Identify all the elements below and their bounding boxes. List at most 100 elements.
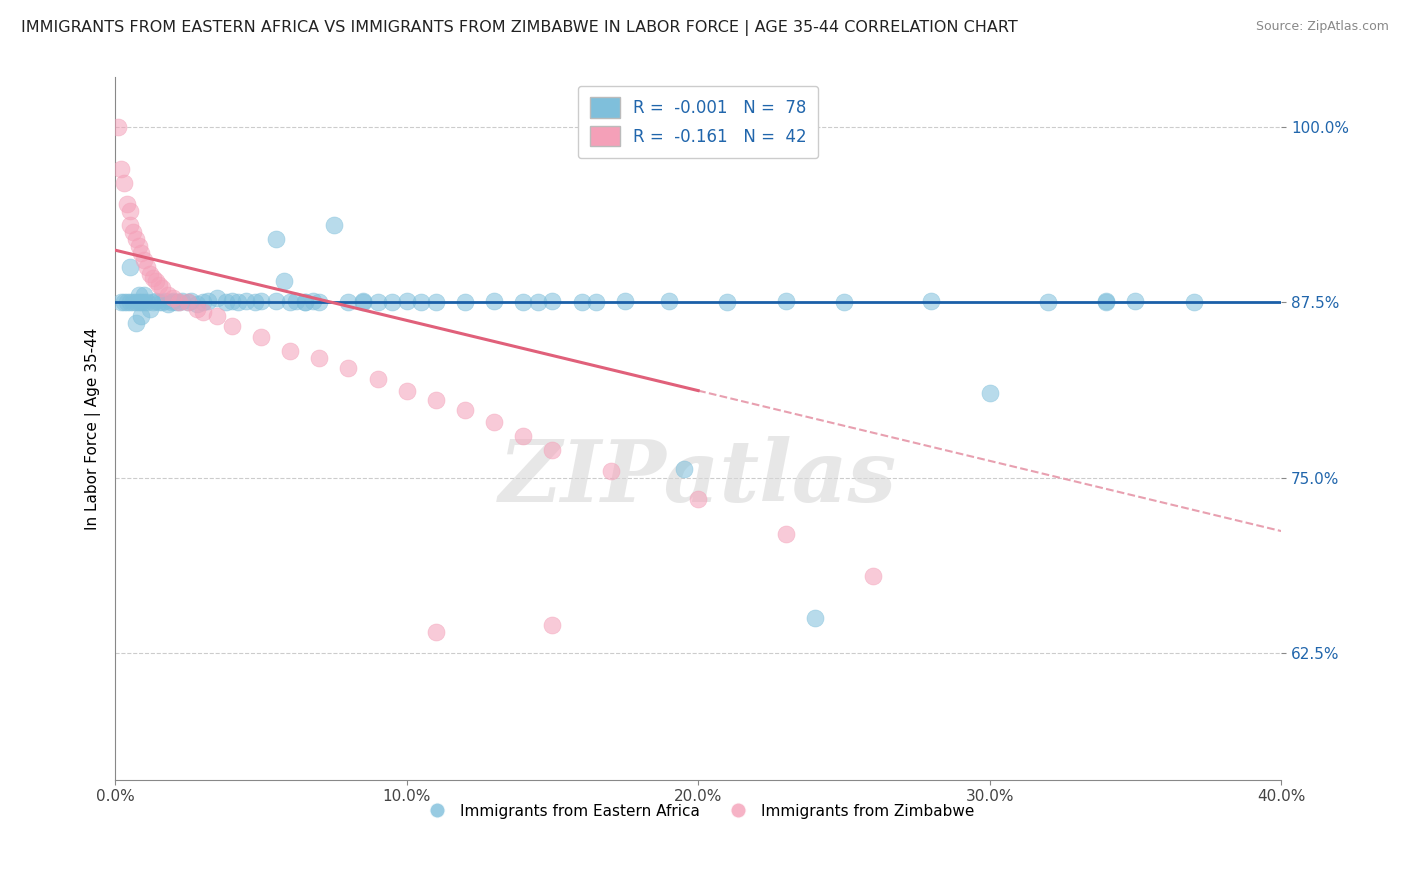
Point [482, 293, 505, 308]
Point [169, 295, 191, 310]
Point [112, 176, 135, 190]
Point [142, 295, 165, 310]
Point [124, 316, 146, 330]
Point [425, 295, 447, 310]
Point [308, 295, 330, 310]
Point [482, 415, 505, 429]
Point [1182, 295, 1205, 310]
Point [136, 260, 159, 274]
Point [1036, 295, 1059, 310]
Point [139, 267, 162, 281]
Point [278, 295, 301, 310]
Point [136, 295, 159, 310]
Point [614, 293, 637, 308]
Point [115, 295, 138, 310]
Point [352, 295, 374, 310]
Point [411, 295, 433, 310]
Point [148, 295, 170, 310]
Point [177, 295, 200, 310]
Point [110, 161, 132, 176]
Point [205, 291, 228, 305]
Point [278, 344, 301, 359]
Point [139, 302, 162, 317]
Point [221, 293, 243, 308]
Point [250, 293, 273, 308]
Point [142, 271, 165, 285]
Point [215, 295, 238, 310]
Point [920, 293, 942, 308]
Point [308, 351, 330, 366]
Point [180, 293, 202, 308]
Point [1125, 293, 1147, 308]
Point [541, 293, 564, 308]
Point [585, 295, 607, 310]
Point [112, 295, 135, 310]
Point [294, 295, 316, 310]
Point [979, 386, 1001, 401]
Text: ZIPatlas: ZIPatlas [499, 436, 897, 519]
Point [672, 462, 695, 476]
Point [128, 239, 150, 253]
Point [1095, 295, 1118, 310]
Point [156, 288, 179, 302]
Point [118, 203, 141, 218]
Point [165, 295, 187, 310]
Point [235, 293, 257, 308]
Point [284, 293, 307, 308]
Point [302, 293, 325, 308]
Point [115, 197, 138, 211]
Point [124, 232, 146, 246]
Point [264, 293, 287, 308]
Point [226, 295, 249, 310]
Point [191, 305, 214, 319]
Point [541, 442, 564, 457]
Point [294, 295, 316, 310]
Point [205, 309, 228, 323]
Point [862, 569, 884, 583]
Point [121, 225, 143, 239]
Point [186, 302, 208, 317]
Point [425, 393, 447, 408]
Point [512, 295, 534, 310]
Point [150, 295, 173, 310]
Point [832, 295, 855, 310]
Point [162, 293, 184, 308]
Point [150, 281, 173, 295]
Point [148, 278, 170, 293]
Point [367, 295, 389, 310]
Point [134, 295, 156, 310]
Point [658, 293, 681, 308]
Point [337, 295, 360, 310]
Text: IMMIGRANTS FROM EASTERN AFRICA VS IMMIGRANTS FROM ZIMBABWE IN LABOR FORCE | AGE : IMMIGRANTS FROM EASTERN AFRICA VS IMMIGR… [21, 20, 1018, 36]
Point [134, 252, 156, 267]
Point [131, 246, 153, 260]
Point [250, 330, 273, 344]
Point [131, 295, 153, 310]
Point [688, 491, 710, 506]
Point [153, 293, 176, 308]
Point [243, 295, 266, 310]
Point [803, 611, 825, 625]
Y-axis label: In Labor Force | Age 35-44: In Labor Force | Age 35-44 [86, 327, 101, 530]
Point [352, 293, 374, 308]
Point [159, 295, 181, 310]
Point [118, 218, 141, 232]
Point [454, 403, 477, 417]
Point [107, 120, 129, 134]
Point [118, 260, 141, 274]
Point [395, 293, 418, 308]
Point [172, 293, 194, 308]
Point [454, 295, 477, 310]
Point [527, 295, 550, 310]
Point [395, 384, 418, 398]
Point [273, 274, 295, 288]
Point [367, 372, 389, 386]
Legend: Immigrants from Eastern Africa, Immigrants from Zimbabwe: Immigrants from Eastern Africa, Immigran… [416, 797, 980, 824]
Point [121, 295, 143, 310]
Point [145, 274, 167, 288]
Point [128, 295, 150, 310]
Point [124, 295, 146, 310]
Point [571, 295, 593, 310]
Point [264, 232, 287, 246]
Point [110, 295, 132, 310]
